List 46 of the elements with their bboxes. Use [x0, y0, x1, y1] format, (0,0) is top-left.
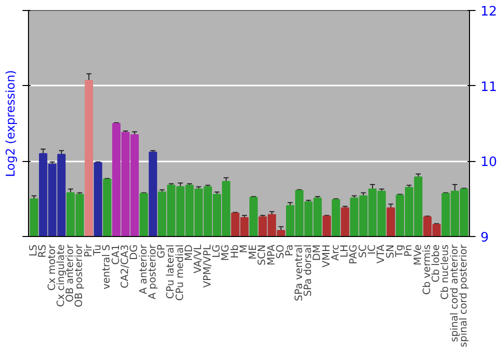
- x-tick-label: CPu lateral: [166, 244, 177, 299]
- x-tick-label: Cb vermis: [422, 244, 433, 295]
- y-tick-label: 10: [480, 155, 498, 170]
- x-tick-label: DG: [129, 244, 140, 260]
- y-tick-label: 11: [480, 80, 498, 95]
- y-tick-label: 9: [480, 230, 489, 246]
- x-tick-label: Hb: [230, 244, 241, 258]
- x-tick-label: LG: [211, 244, 222, 258]
- x-tick-label: M: [238, 244, 250, 254]
- x-tick-label: A posterior: [147, 244, 158, 300]
- x-tick-label: CA1: [110, 244, 122, 265]
- x-tick-label: Pa: [284, 244, 296, 256]
- x-tick-label: SC: [358, 244, 369, 258]
- x-tick-label: Cb lobe: [431, 244, 442, 282]
- x-tick-label: GP: [156, 244, 168, 258]
- x-tick-label: DM: [312, 244, 324, 261]
- x-tick-label: ventral S: [102, 244, 113, 290]
- x-tick-label: MPA: [266, 244, 278, 266]
- x-tick-label: RS: [38, 244, 49, 258]
- x-tick-label: OB posterior: [74, 244, 86, 308]
- x-tick-label: VMH: [321, 244, 332, 268]
- x-tick-label: A anterior: [138, 244, 150, 294]
- x-tick-label: MVe: [412, 244, 424, 266]
- x-tick-label: MG: [220, 244, 232, 261]
- x-tick-label: Pir: [83, 244, 94, 258]
- x-tick-label: SPa dorsal: [302, 244, 314, 296]
- y-tick-label: 12: [480, 4, 498, 20]
- x-tick-label: SPa ventral: [294, 244, 305, 302]
- x-tick-label: Pn: [404, 244, 415, 257]
- x-tick-label: spinal cord posterior: [458, 244, 470, 348]
- x-tick-label: Cb nucleus: [440, 244, 452, 300]
- x-tick-label: SN: [385, 244, 396, 258]
- x-tick-label: PAG: [348, 244, 360, 264]
- x-tick-label: VTA: [376, 244, 388, 264]
- x-tick-label: VPM/VPL: [202, 244, 214, 288]
- x-tick-label: SCN: [257, 244, 268, 266]
- x-tick-label: CA2/CA3: [120, 244, 131, 288]
- x-tick-label: spinal cord anterior: [449, 244, 460, 342]
- y-axis-title: Log2 (expression): [4, 70, 18, 177]
- x-tick-label: Tg: [394, 244, 406, 258]
- x-tick-label: VA/VL: [193, 244, 204, 274]
- x-tick-label: Arc: [330, 244, 342, 261]
- x-tick-label: CPu medial: [174, 244, 186, 301]
- x-tick-label: Cx cingulate: [56, 244, 67, 307]
- x-tick-label: LS: [28, 244, 40, 256]
- x-tick-label: Cx motor: [46, 244, 58, 291]
